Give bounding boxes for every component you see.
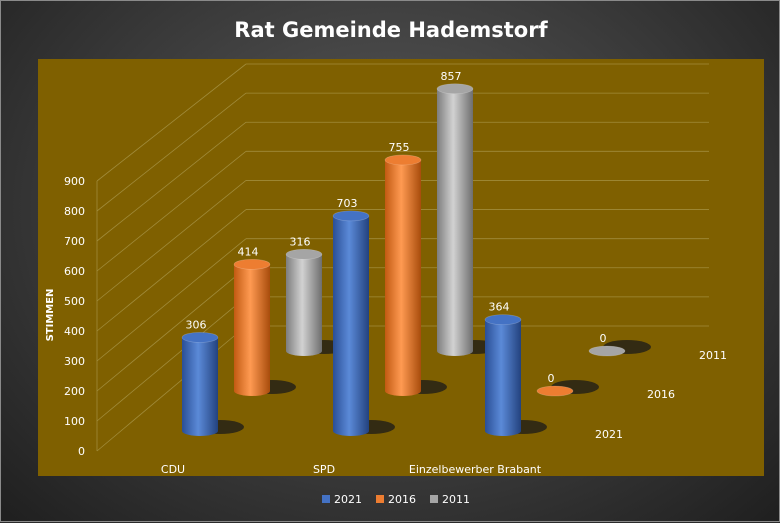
y-axis-label: STIMMEN — [45, 289, 56, 342]
bar-top — [233, 259, 271, 270]
gridlines — [96, 63, 709, 452]
y-tick-label: 700 — [64, 235, 85, 248]
x-tick-label: Einzelbewerber Brabant — [409, 463, 542, 476]
gridline-depth — [96, 296, 247, 422]
data-label: 316 — [290, 235, 311, 248]
bar — [333, 215, 369, 436]
bar-top — [588, 345, 626, 357]
x-tick-label: SPD — [313, 463, 335, 476]
depth-axis-label: 2016 — [647, 388, 675, 401]
y-tick-label: 800 — [64, 205, 85, 218]
bar — [182, 337, 218, 436]
gridline-depth — [96, 180, 247, 302]
data-label: 703 — [337, 197, 358, 210]
gridline-depth — [96, 92, 247, 212]
bars — [181, 83, 651, 436]
bar-top — [436, 83, 474, 95]
data-label: 364 — [489, 301, 510, 314]
bar-top — [332, 210, 370, 222]
y-tick-label: 200 — [64, 385, 85, 398]
gridline-depth — [96, 151, 247, 272]
y-tick-label: 900 — [64, 175, 85, 188]
legend-swatch — [430, 495, 438, 503]
gridline-depth — [96, 121, 247, 242]
bar-top — [484, 314, 522, 325]
legend-swatch — [376, 495, 384, 503]
labels: 0 100 200 300 400 500 600 700 800 900 316 857 0 414 75… — [64, 70, 727, 476]
bar — [485, 319, 521, 436]
gridline-depth — [96, 209, 247, 332]
y-tick-label: 600 — [64, 265, 85, 278]
y-tick-label: 300 — [64, 355, 85, 368]
bar — [286, 254, 322, 356]
legend-label: 2011 — [442, 493, 470, 506]
gridline-depth — [96, 325, 247, 452]
legend-label: 2016 — [388, 493, 416, 506]
bar-top — [181, 332, 219, 343]
bar-top — [285, 249, 323, 260]
y-tick-label: 400 — [64, 325, 85, 338]
x-tick-label: CDU — [161, 463, 185, 476]
bar — [437, 88, 473, 357]
gridline-depth — [96, 63, 247, 182]
legend: 2021 2016 2011 — [322, 493, 470, 506]
bar-top — [536, 385, 574, 397]
data-label: 0 — [600, 332, 607, 345]
y-tick-label: 500 — [64, 295, 85, 308]
depth-axis-label: 2021 — [595, 428, 623, 441]
data-label: 755 — [389, 141, 410, 154]
bar — [234, 264, 270, 396]
bar — [385, 159, 421, 396]
data-label: 857 — [441, 70, 462, 83]
bar-top — [384, 154, 422, 166]
y-tick-label: 0 — [78, 445, 85, 458]
data-label: 0 — [548, 372, 555, 385]
data-label: 306 — [186, 318, 207, 331]
depth-axis-label: 2011 — [699, 349, 727, 362]
gridline-depth — [96, 267, 247, 392]
chart-title: Rat Gemeinde Hademstorf — [234, 18, 548, 42]
legend-swatch — [322, 495, 330, 503]
y-tick-label: 100 — [64, 415, 85, 428]
legend-label: 2021 — [334, 493, 362, 506]
data-label: 414 — [238, 245, 259, 258]
gridline-depth — [96, 238, 247, 362]
